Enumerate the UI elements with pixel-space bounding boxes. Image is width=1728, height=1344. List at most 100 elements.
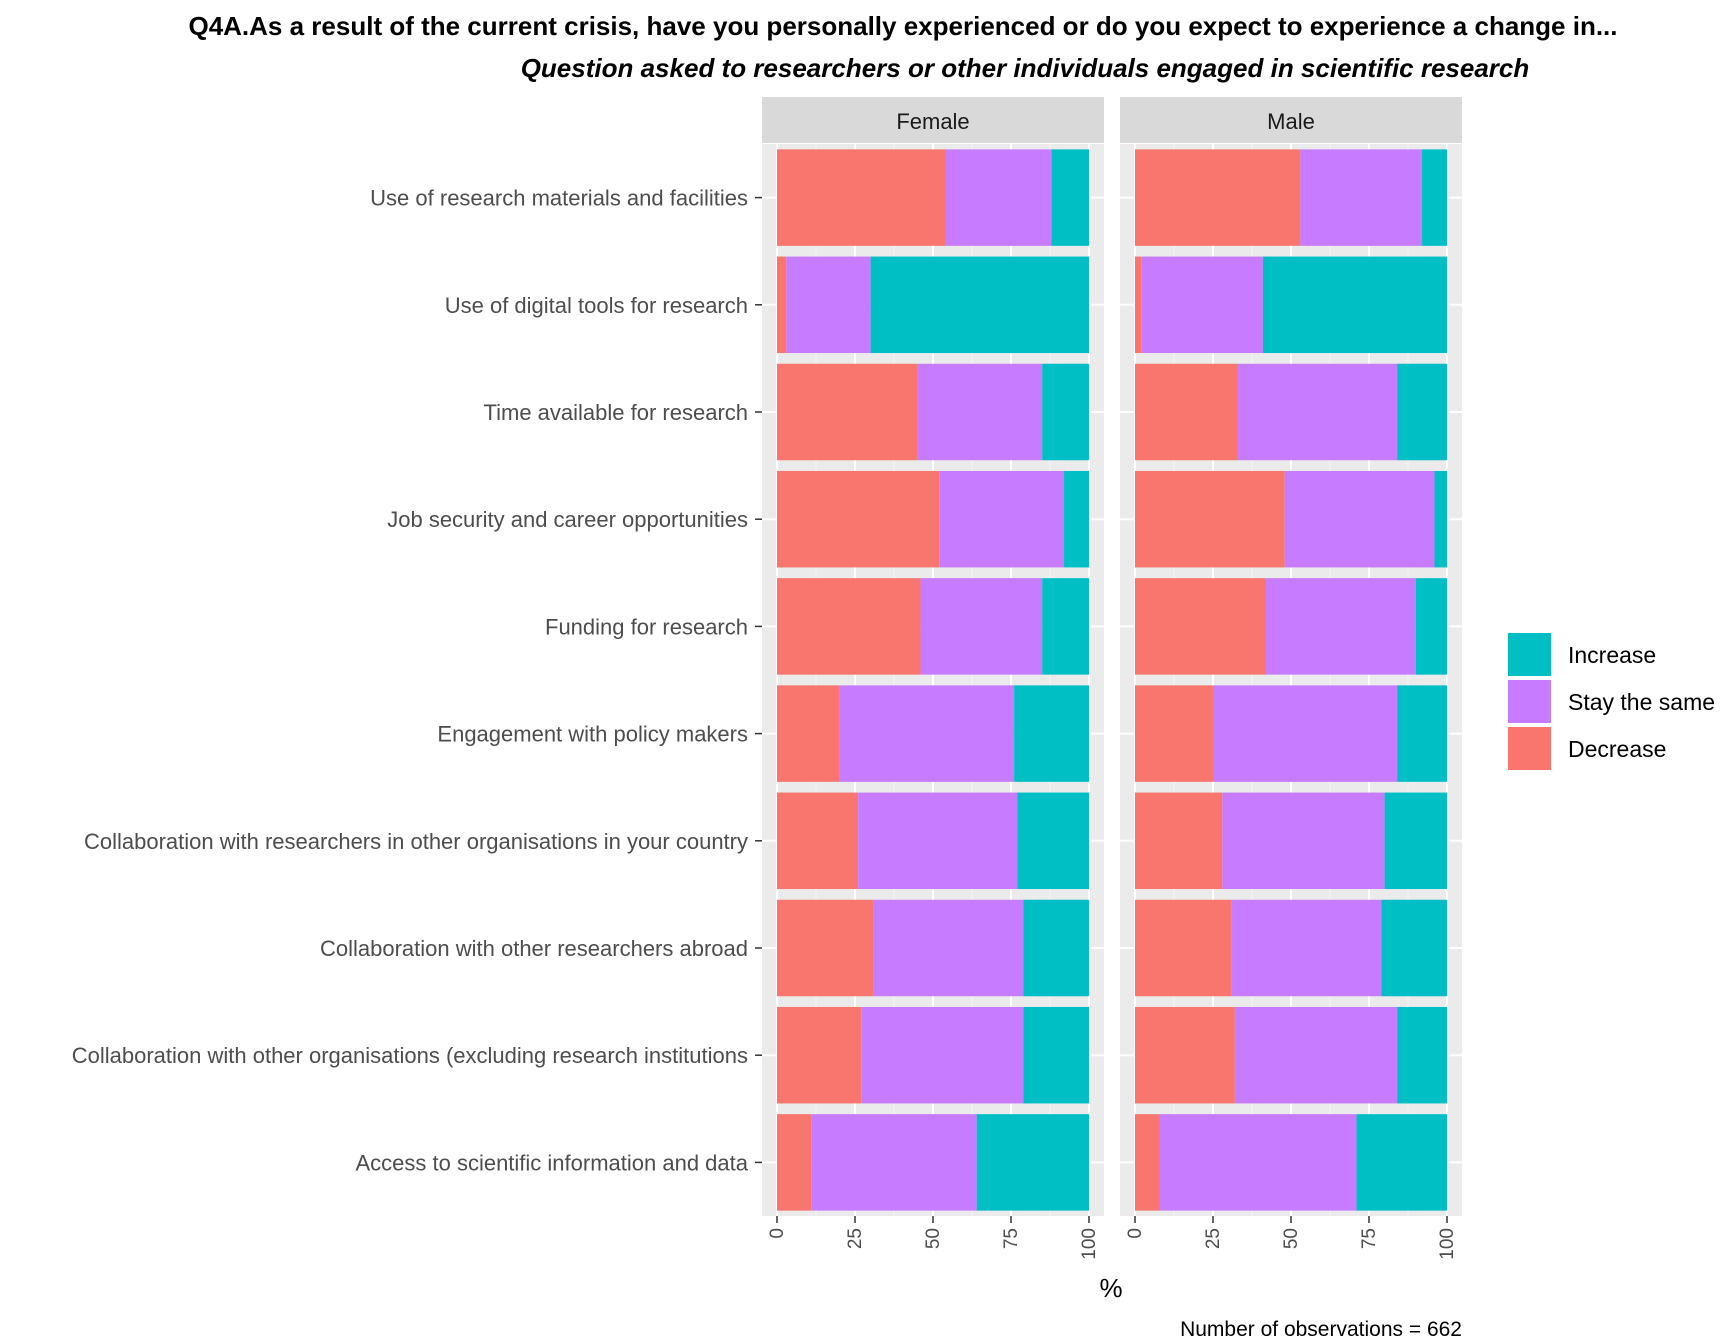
bar-increase: [1397, 685, 1447, 782]
bar-increase: [1415, 578, 1447, 675]
bar-decrease: [1135, 899, 1232, 997]
facet-strip: [762, 97, 1104, 143]
x-tick-label: 75: [1001, 1228, 1022, 1249]
legend: Increase Stay the same Decrease: [1508, 633, 1715, 770]
bar-decrease: [1135, 470, 1285, 568]
bar-stay-the-same: [786, 256, 871, 354]
bar-decrease: [777, 578, 921, 675]
bar-increase: [1397, 1006, 1447, 1104]
bar-increase: [1051, 149, 1089, 246]
x-tick-label: 25: [845, 1228, 866, 1249]
bar-stay-the-same: [920, 578, 1043, 675]
bar-decrease: [1135, 685, 1213, 782]
bar-stay-the-same: [1266, 578, 1416, 675]
category-label: Job security and career opportunities: [387, 507, 748, 532]
legend-label: Increase: [1568, 642, 1656, 668]
x-tick-label: 100: [1437, 1228, 1458, 1260]
bar-decrease: [777, 363, 918, 461]
bar-decrease: [1135, 363, 1238, 461]
bar-increase: [1014, 685, 1089, 782]
bar-decrease: [1135, 578, 1267, 675]
facet-label: Male: [1267, 109, 1315, 134]
bar-decrease: [777, 1114, 812, 1211]
bar-stay-the-same: [939, 470, 1065, 568]
facet-panels: Female 0 25 50 75 100 Male 0 25 50 75 100: [762, 97, 1462, 1260]
chart-subtitle: Question asked to researchers or other i…: [521, 53, 1530, 83]
bar-decrease: [1135, 792, 1223, 890]
category-label: Access to scientific information and dat…: [355, 1150, 748, 1175]
bar-stay-the-same: [858, 792, 1018, 890]
bar-increase: [1384, 792, 1447, 890]
bar-stay-the-same: [811, 1114, 977, 1211]
legend-key-increase: [1508, 633, 1551, 676]
bar-increase: [1356, 1114, 1447, 1211]
bar-stay-the-same: [1234, 1006, 1398, 1104]
bar-increase: [1381, 899, 1447, 997]
legend-key-decrease: [1508, 727, 1551, 770]
bar-decrease: [1135, 1006, 1235, 1104]
legend-key-stay-the-same: [1508, 680, 1551, 723]
bar-stay-the-same: [945, 149, 1052, 246]
category-label: Engagement with policy makers: [437, 722, 748, 747]
category-label: Collaboration with researchers in other …: [84, 829, 748, 854]
category-label: Collaboration with other organisations (…: [72, 1043, 748, 1068]
category-label: Funding for research: [545, 614, 748, 639]
bar-increase: [1422, 149, 1447, 246]
bar-decrease: [1135, 149, 1301, 246]
bar-increase: [1262, 256, 1447, 354]
bar-decrease: [777, 470, 940, 568]
bar-stay-the-same: [1231, 899, 1382, 997]
x-tick-label: 100: [1079, 1228, 1100, 1260]
bar-increase: [1064, 470, 1089, 568]
bar-increase: [1434, 470, 1447, 568]
bar-stay-the-same: [1237, 363, 1398, 461]
bar-stay-the-same: [917, 363, 1043, 461]
bar-increase: [1042, 363, 1089, 461]
x-tick-label: 50: [1281, 1228, 1302, 1249]
legend-label: Stay the same: [1568, 689, 1715, 715]
bar-increase: [1023, 899, 1089, 997]
x-tick-label: 25: [1203, 1228, 1224, 1249]
bar-decrease: [777, 792, 859, 890]
bar-stay-the-same: [1300, 149, 1423, 246]
bar-stay-the-same: [839, 685, 1015, 782]
category-label: Time available for research: [483, 400, 748, 425]
bar-decrease: [1135, 256, 1142, 354]
chart-caption: Number of observations = 662: [1180, 1318, 1462, 1341]
bar-increase: [1017, 792, 1089, 890]
bar-increase: [1042, 578, 1089, 675]
x-tick-label: 50: [923, 1228, 944, 1249]
bar-decrease: [777, 899, 874, 997]
x-tick-label: 75: [1359, 1228, 1380, 1249]
bar-stay-the-same: [861, 1006, 1024, 1104]
category-label: Use of digital tools for research: [445, 293, 748, 318]
category-label: Use of research materials and facilities: [370, 186, 748, 211]
bar-decrease: [777, 149, 946, 246]
x-tick-label: 0: [767, 1228, 788, 1239]
bar-increase: [1023, 1006, 1089, 1104]
x-tick-label: 0: [1125, 1228, 1146, 1239]
facet-strip: [1120, 97, 1462, 143]
bar-stay-the-same: [1141, 256, 1263, 354]
panel-male: Male 0 25 50 75 100: [1120, 97, 1462, 1260]
bar-increase: [870, 256, 1089, 354]
bar-increase: [1397, 363, 1447, 461]
bar-increase: [976, 1114, 1089, 1211]
facet-label: Female: [896, 109, 969, 134]
bar-decrease: [777, 1006, 862, 1104]
category-label: Collaboration with other researchers abr…: [320, 936, 748, 961]
category-labels: Use of research materials and facilities…: [72, 186, 762, 1175]
bar-decrease: [777, 685, 840, 782]
x-axis-label: %: [1099, 1273, 1122, 1303]
bar-decrease: [777, 256, 787, 354]
chart-title: Q4A.As a result of the current crisis, h…: [188, 11, 1617, 41]
bar-stay-the-same: [1284, 470, 1435, 568]
bar-stay-the-same: [1213, 685, 1398, 782]
panel-female: Female 0 25 50 75 100: [762, 97, 1104, 1260]
bar-stay-the-same: [873, 899, 1024, 997]
bar-decrease: [1135, 1114, 1160, 1211]
bar-stay-the-same: [1222, 792, 1385, 890]
legend-label: Decrease: [1568, 736, 1666, 762]
bar-stay-the-same: [1159, 1114, 1357, 1211]
